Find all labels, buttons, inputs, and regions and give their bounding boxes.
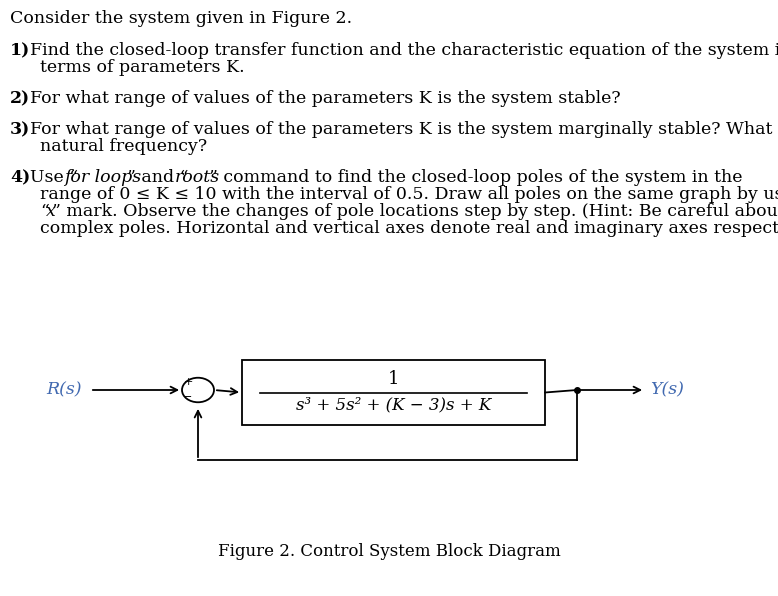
Text: ” and “: ” and “ xyxy=(127,169,188,186)
Text: roots: roots xyxy=(175,169,220,186)
Text: −: − xyxy=(183,392,192,402)
Text: Find the closed-loop transfer function and the characteristic equation of the sy: Find the closed-loop transfer function a… xyxy=(30,42,778,59)
Text: For what range of values of the parameters K is the system marginally stable? Wh: For what range of values of the paramete… xyxy=(30,121,778,138)
Text: x: x xyxy=(46,203,56,220)
Text: s³ + 5s² + (K − 3)s + K: s³ + 5s² + (K − 3)s + K xyxy=(296,396,491,414)
Text: for loops: for loops xyxy=(65,169,142,186)
Text: Figure 2. Control System Block Diagram: Figure 2. Control System Block Diagram xyxy=(218,543,560,560)
Circle shape xyxy=(182,378,214,402)
Text: Consider the system given in Figure 2.: Consider the system given in Figure 2. xyxy=(10,10,352,27)
Text: “: “ xyxy=(40,203,49,220)
Text: ” mark. Observe the changes of pole locations step by step. (Hint: Be careful ab: ” mark. Observe the changes of pole loca… xyxy=(52,203,778,220)
Text: 3): 3) xyxy=(10,121,30,138)
Text: Y(s): Y(s) xyxy=(650,381,684,399)
Text: natural frequency?: natural frequency? xyxy=(40,138,207,155)
Text: 1): 1) xyxy=(10,42,30,59)
Bar xyxy=(242,360,545,425)
Text: Use “: Use “ xyxy=(30,169,78,186)
Text: 4): 4) xyxy=(10,169,30,186)
Text: range of 0 ≤ K ≤ 10 with the interval of 0.5. Draw all poles on the same graph b: range of 0 ≤ K ≤ 10 with the interval of… xyxy=(40,186,778,203)
Text: terms of parameters K.: terms of parameters K. xyxy=(40,59,244,76)
Text: For what range of values of the parameters K is the system stable?: For what range of values of the paramete… xyxy=(30,90,621,107)
Text: +: + xyxy=(184,377,194,387)
Text: R(s): R(s) xyxy=(47,381,82,399)
Text: ” command to find the closed-loop poles of the system in the: ” command to find the closed-loop poles … xyxy=(209,169,743,186)
Text: 1: 1 xyxy=(387,371,399,389)
Text: 2): 2) xyxy=(10,90,30,107)
Text: complex poles. Horizontal and vertical axes denote real and imaginary axes respe: complex poles. Horizontal and vertical a… xyxy=(40,220,778,237)
